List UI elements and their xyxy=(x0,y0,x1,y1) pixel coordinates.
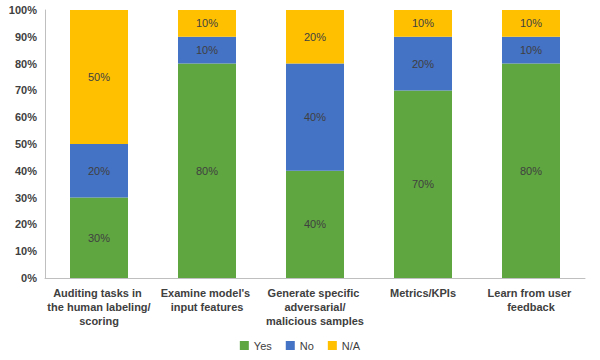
svg-text:Learn from user: Learn from user xyxy=(488,287,575,299)
svg-text:40%: 40% xyxy=(304,111,326,123)
svg-text:malicious samples: malicious samples xyxy=(266,315,364,327)
svg-text:30%: 30% xyxy=(15,192,37,204)
svg-text:10%: 10% xyxy=(196,44,218,56)
svg-text:10%: 10% xyxy=(520,17,542,29)
svg-text:70%: 70% xyxy=(412,178,434,190)
svg-text:20%: 20% xyxy=(412,58,434,70)
svg-text:Yes: Yes xyxy=(254,340,272,352)
svg-text:N/A: N/A xyxy=(342,340,361,352)
svg-text:20%: 20% xyxy=(15,218,37,230)
svg-text:60%: 60% xyxy=(15,111,37,123)
svg-text:adversarial/: adversarial/ xyxy=(284,301,345,313)
svg-text:20%: 20% xyxy=(88,165,110,177)
svg-text:100%: 100% xyxy=(9,4,37,16)
svg-text:Auditing tasks in: Auditing tasks in xyxy=(53,287,145,299)
svg-text:50%: 50% xyxy=(88,71,110,83)
svg-text:10%: 10% xyxy=(15,245,37,257)
svg-text:0%: 0% xyxy=(21,272,37,284)
svg-text:input features: input features xyxy=(171,301,244,313)
svg-text:20%: 20% xyxy=(304,31,326,43)
svg-text:10%: 10% xyxy=(520,44,542,56)
svg-text:80%: 80% xyxy=(15,58,37,70)
svg-text:Generate specific: Generate specific xyxy=(268,287,363,299)
svg-text:30%: 30% xyxy=(88,232,110,244)
svg-text:70%: 70% xyxy=(15,84,37,96)
svg-text:the human labeling/: the human labeling/ xyxy=(47,301,150,313)
svg-text:50%: 50% xyxy=(15,138,37,150)
svg-text:Examine model's: Examine model's xyxy=(161,287,254,299)
svg-text:40%: 40% xyxy=(15,165,37,177)
svg-text:40%: 40% xyxy=(304,218,326,230)
svg-text:80%: 80% xyxy=(196,165,218,177)
svg-text:Metrics/KPIs: Metrics/KPIs xyxy=(390,287,456,299)
svg-text:10%: 10% xyxy=(412,17,434,29)
svg-text:80%: 80% xyxy=(520,165,542,177)
svg-text:feedback: feedback xyxy=(507,301,556,313)
svg-text:scoring: scoring xyxy=(79,315,119,327)
svg-text:10%: 10% xyxy=(196,17,218,29)
svg-text:No: No xyxy=(300,340,314,352)
svg-text:90%: 90% xyxy=(15,31,37,43)
